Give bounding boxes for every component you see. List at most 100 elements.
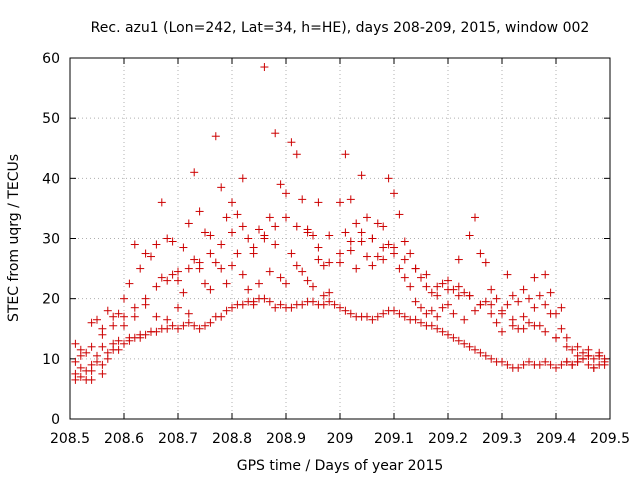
data-point: [238, 270, 247, 279]
data-point: [298, 195, 307, 204]
data-point: [238, 222, 247, 231]
x-tick-label: 209.5: [590, 431, 630, 447]
data-point: [438, 279, 447, 288]
x-tick-label: 209.1: [374, 431, 414, 447]
y-tick-label: 40: [42, 171, 60, 187]
data-point: [552, 333, 560, 342]
data-point: [422, 309, 431, 318]
data-point: [276, 180, 285, 189]
data-point: [336, 303, 344, 312]
data-point: [287, 249, 296, 258]
y-tick-label: 10: [42, 352, 60, 368]
data-point: [417, 303, 425, 312]
data-point: [271, 240, 280, 249]
data-point: [71, 375, 80, 384]
data-point: [179, 243, 188, 252]
data-point: [168, 270, 177, 279]
y-axis-label: STEC from uqrg / TECUs: [6, 154, 22, 322]
data-point: [325, 288, 334, 297]
data-point: [481, 351, 490, 360]
data-point: [379, 222, 388, 231]
data-point: [357, 171, 366, 180]
data-point: [184, 309, 193, 318]
data-point: [460, 288, 469, 297]
grid: [70, 58, 610, 419]
data-point: [444, 285, 452, 294]
y-tick-label: 0: [51, 412, 60, 428]
data-point: [309, 282, 317, 291]
data-point: [454, 291, 463, 300]
data-point: [222, 306, 231, 315]
data-point: [336, 249, 344, 258]
data-point: [211, 258, 220, 267]
data-point: [325, 231, 334, 240]
data-point: [195, 258, 204, 267]
data-point: [589, 363, 598, 372]
data-point: [314, 243, 323, 252]
data-point: [152, 327, 161, 336]
data-point: [71, 339, 80, 348]
data-point: [190, 321, 199, 330]
plot-border: [69, 57, 611, 420]
data-point: [487, 309, 496, 318]
data-point: [141, 294, 150, 303]
data-point: [292, 261, 301, 270]
x-tick-label: 208.6: [104, 431, 144, 447]
data-points: [71, 63, 609, 384]
data-point: [395, 210, 404, 219]
data-point: [260, 63, 269, 72]
data-point: [125, 279, 134, 288]
data-point: [535, 360, 544, 369]
data-point: [546, 360, 555, 369]
data-point: [76, 372, 85, 381]
data-point: [357, 237, 366, 246]
data-point: [368, 315, 377, 324]
data-point: [579, 354, 587, 363]
data-point: [460, 315, 469, 324]
data-point: [157, 198, 166, 207]
data-point: [368, 261, 377, 270]
data-point: [309, 297, 317, 306]
data-point: [222, 279, 231, 288]
data-point: [541, 357, 550, 366]
data-point: [492, 318, 501, 327]
data-point: [422, 282, 431, 291]
data-point: [417, 318, 425, 327]
data-point: [562, 342, 571, 351]
data-point: [487, 285, 496, 294]
data-point: [562, 333, 571, 342]
data-point: [103, 306, 112, 315]
data-point: [265, 267, 274, 276]
data-point: [238, 174, 247, 183]
data-point: [444, 276, 452, 285]
data-point: [114, 336, 123, 345]
data-point: [217, 264, 226, 273]
data-point: [530, 303, 539, 312]
data-point: [514, 363, 523, 372]
data-point: [109, 321, 118, 330]
data-point: [206, 231, 215, 240]
data-point: [390, 243, 398, 252]
data-point: [336, 258, 344, 267]
data-point: [568, 345, 577, 354]
data-point: [411, 315, 420, 324]
data-point: [174, 276, 182, 285]
data-point: [400, 273, 409, 282]
data-point: [174, 267, 182, 276]
data-point: [519, 324, 528, 333]
data-point: [514, 297, 523, 306]
data-point: [589, 354, 598, 363]
data-point: [228, 261, 236, 270]
data-point: [438, 303, 447, 312]
data-point: [433, 312, 442, 321]
x-tick-label: 209.3: [482, 431, 522, 447]
data-point: [541, 270, 550, 279]
data-point: [422, 270, 431, 279]
data-point: [76, 345, 85, 354]
data-point: [357, 228, 366, 237]
data-point: [438, 327, 447, 336]
data-point: [390, 306, 398, 315]
data-point: [427, 288, 436, 297]
data-point: [465, 342, 474, 351]
